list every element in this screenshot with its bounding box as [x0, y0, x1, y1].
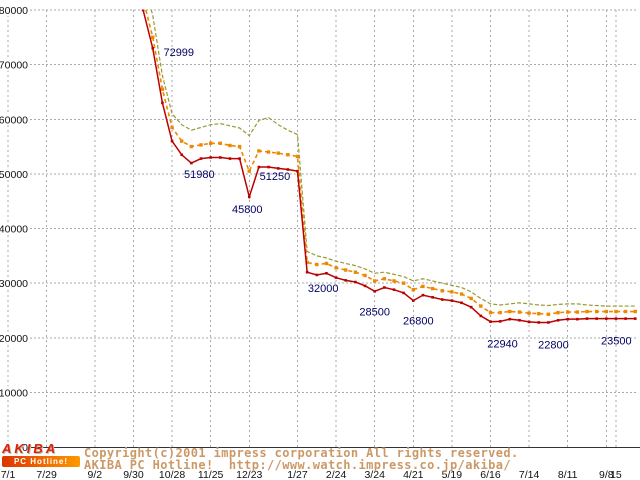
- series-markers-average-price: [151, 35, 637, 316]
- x-tick-label: 15: [610, 469, 622, 480]
- logo-akiba-text: AKIBA: [2, 441, 59, 456]
- y-tick-backing: [0, 4, 29, 16]
- y-tick-label: 30000: [0, 278, 28, 290]
- logo-pc-hotline-badge: PC Hotline!: [2, 456, 80, 467]
- price-annotation: 23500: [601, 336, 632, 348]
- y-tick-backing: [0, 386, 29, 399]
- price-annotation: 32000: [308, 283, 339, 295]
- y-tick-label: 80000: [0, 5, 28, 17]
- y-tick-backing: [0, 277, 29, 290]
- series-line-lowest-price: [142, 9, 636, 324]
- x-tick-label: 3/24: [364, 469, 385, 480]
- x-tick-label: 8/11: [558, 469, 578, 480]
- series-line-highest-price: [150, 9, 636, 307]
- x-tick-label: 7/14: [519, 469, 540, 480]
- y-tick-label: 10000: [0, 387, 28, 399]
- y-tick-backing: [0, 441, 29, 453]
- price-annotation: 45800: [232, 204, 263, 216]
- y-tick-backing: [0, 113, 29, 126]
- x-tick-label: 9/30: [123, 469, 144, 480]
- x-tick-label: 2/24: [326, 469, 347, 480]
- price-annotation: 22940: [487, 339, 518, 351]
- price-annotation: 26800: [403, 316, 434, 328]
- site-url-text: AKIBA PC Hotline! http://www.watch.impre…: [84, 458, 511, 472]
- x-tick-label: 7/1: [1, 469, 16, 480]
- x-tick-label: 5/19: [442, 469, 463, 480]
- x-tick-label: 9/2: [88, 469, 103, 480]
- y-tick-backing: [0, 167, 29, 180]
- price-annotation: 22800: [538, 339, 569, 351]
- y-tick-backing: [0, 331, 29, 344]
- akiba-pc-hotline-logo: AKIBA PC Hotline!: [2, 442, 82, 470]
- x-tick-label: 4/21: [403, 469, 424, 480]
- series-markers-lowest-price: [141, 9, 637, 324]
- y-tick-label: 60000: [0, 114, 28, 126]
- x-tick-label: 10/28: [159, 469, 185, 480]
- x-tick-label: 11/25: [198, 469, 224, 480]
- price-annotation: 28500: [359, 306, 390, 318]
- x-tick-label: 1/27: [287, 469, 308, 480]
- price-annotation: 51250: [260, 171, 291, 183]
- y-tick-label: 0: [22, 442, 28, 454]
- y-tick-label: 20000: [0, 333, 28, 345]
- x-tick-label: 9/8: [599, 469, 614, 480]
- y-tick-label: 50000: [0, 169, 28, 181]
- y-tick-backing: [0, 222, 29, 235]
- price-annotation: 72999: [163, 47, 194, 59]
- y-tick-label: 70000: [0, 60, 28, 72]
- y-tick-label: 40000: [0, 224, 28, 236]
- price-annotation: 51980: [184, 169, 215, 181]
- y-tick-backing: [0, 58, 29, 71]
- x-tick-label: 12/23: [236, 469, 262, 480]
- copyright-text: Copyright(c)2001 impress corporation All…: [84, 446, 519, 460]
- x-tick-label: 7/29: [36, 469, 57, 480]
- x-tick-label: 6/16: [480, 469, 501, 480]
